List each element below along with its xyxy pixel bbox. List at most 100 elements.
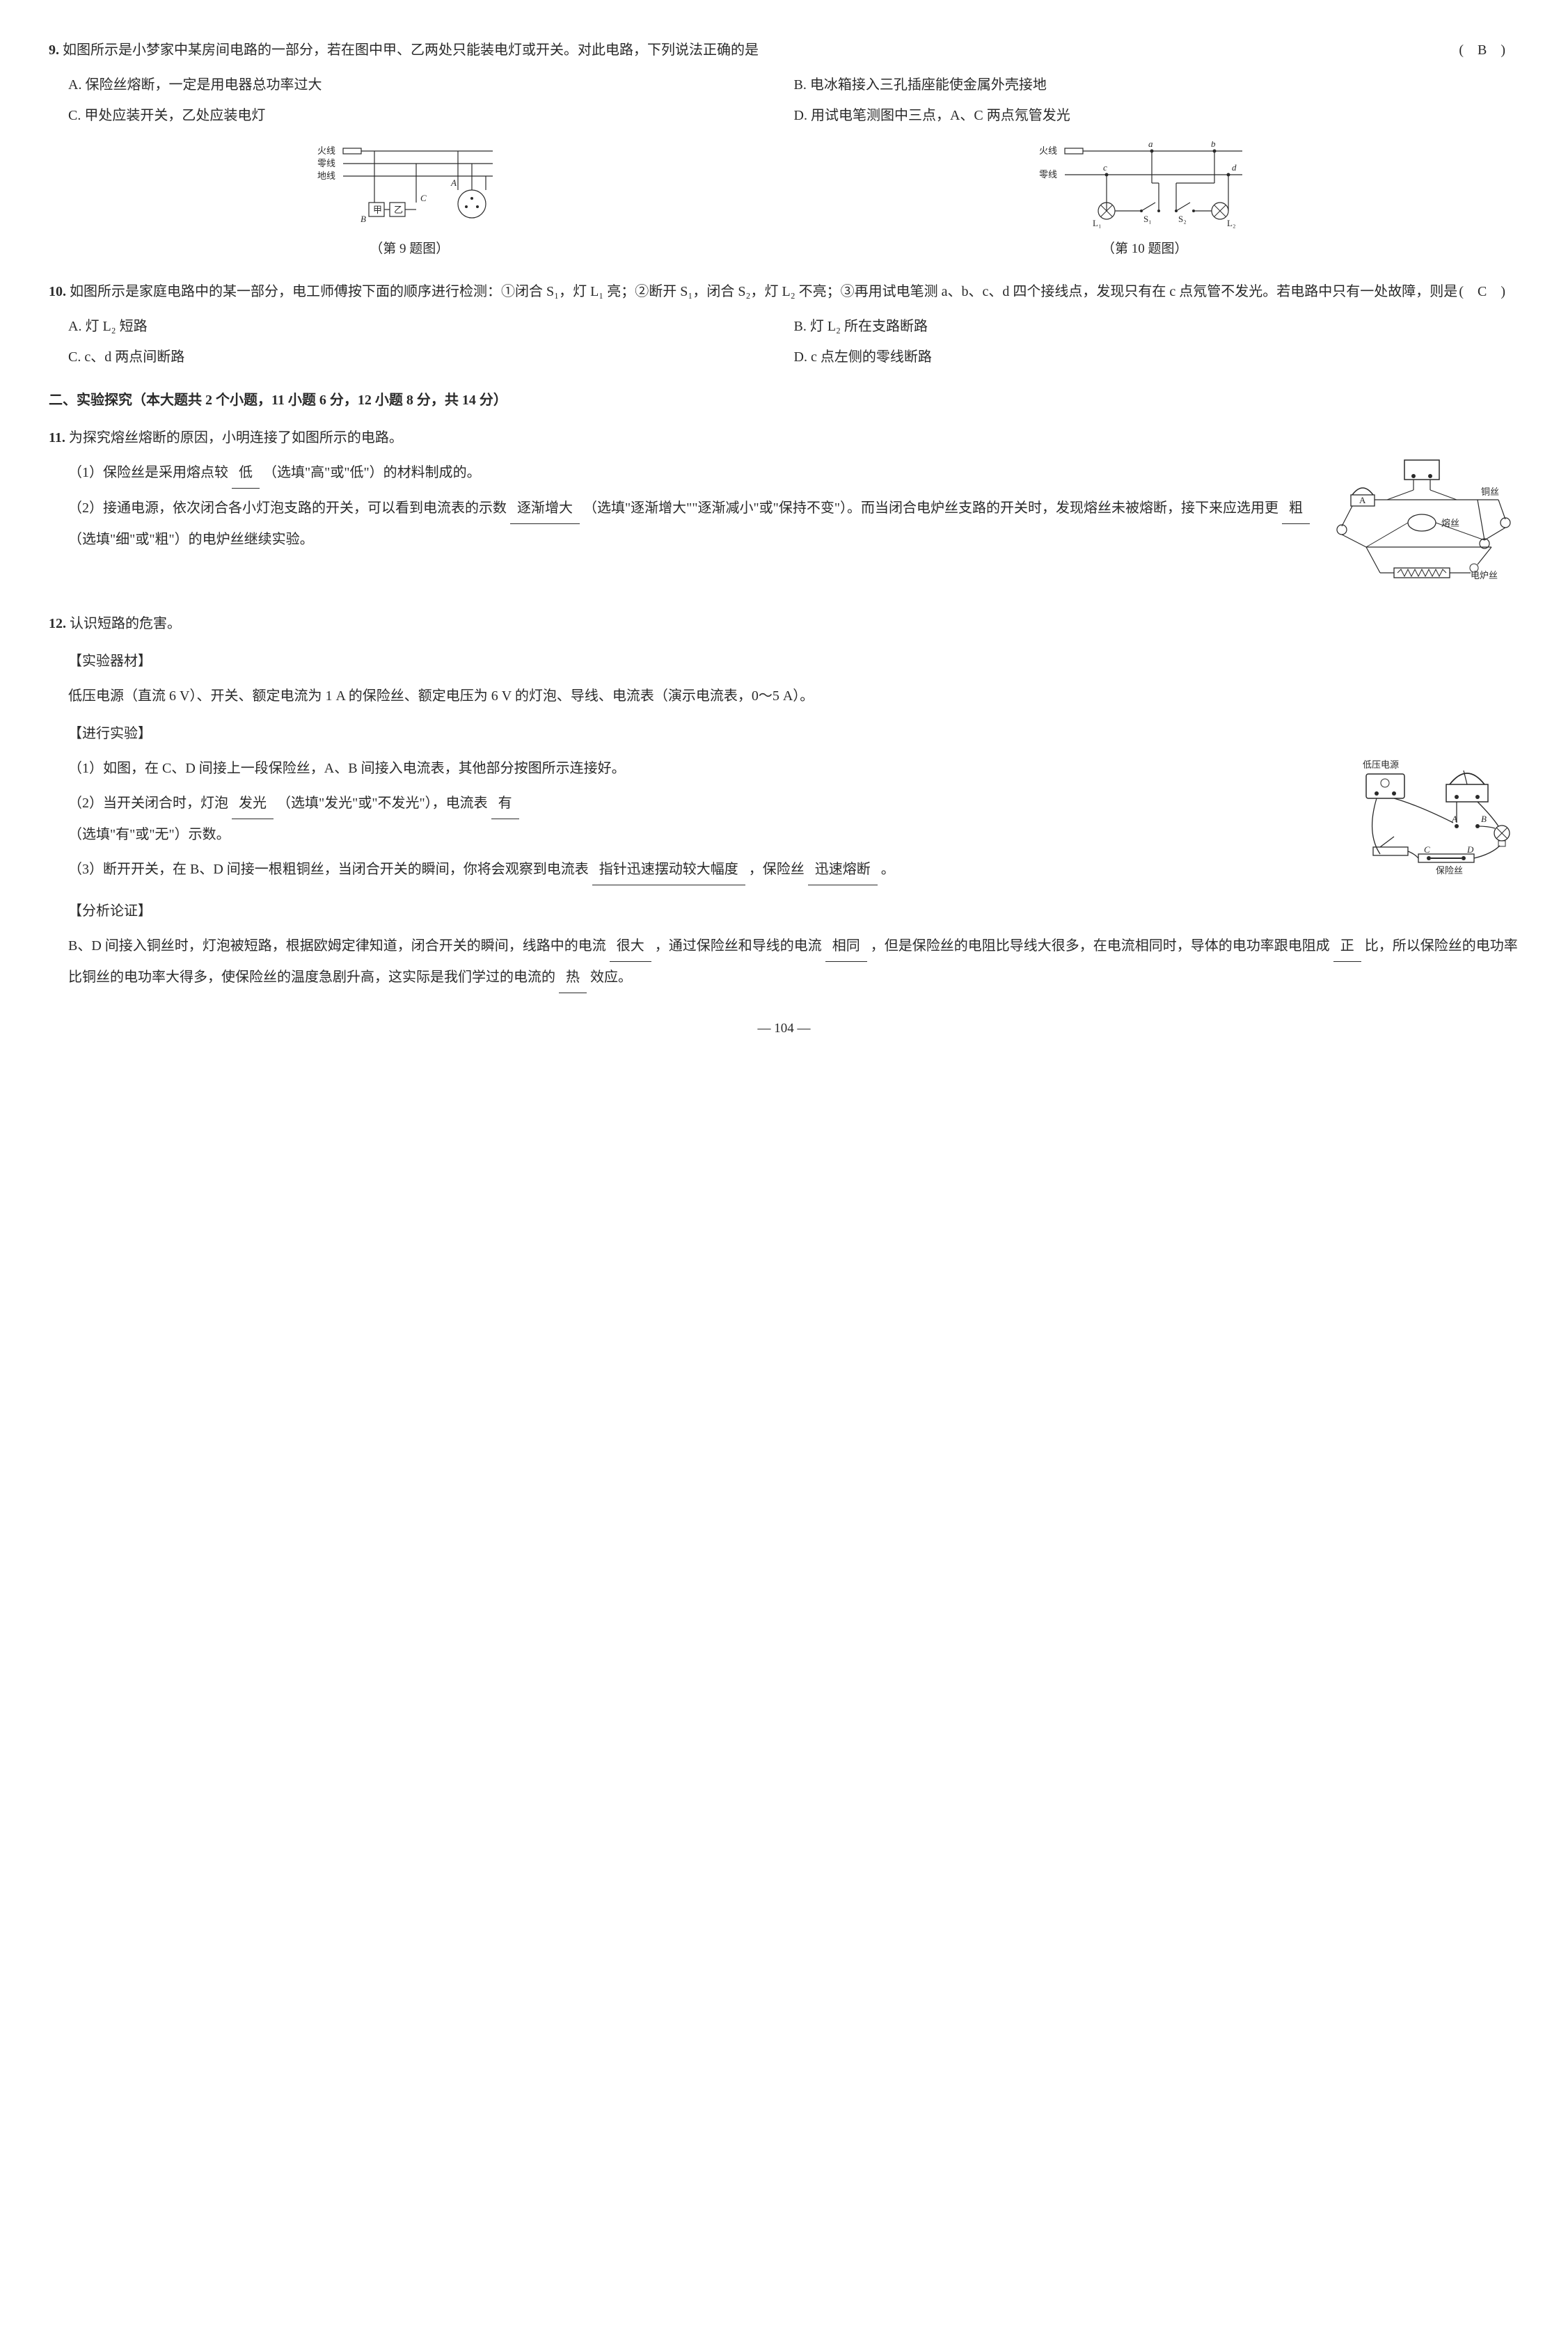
q10-opt-a: A. 灯 L₂ 短路 bbox=[68, 311, 794, 342]
q11-p2-pre: （2）接通电源，依次闭合各小灯泡支路的开关，可以看到电流表的示数 bbox=[68, 500, 507, 516]
figure-10: 火线 零线 a b c d L₁ S₁ bbox=[1034, 141, 1256, 264]
q10-answer-paren: ( C ) bbox=[1459, 276, 1505, 307]
svg-text:A: A bbox=[450, 177, 457, 188]
q12-a-blank1: 很大 bbox=[610, 931, 651, 962]
figure-12: 低压电源 A B C bbox=[1352, 757, 1519, 889]
figure-11: A 铜丝 熔丝 电炉丝 bbox=[1324, 457, 1519, 596]
q12-text: 认识短路的危害。 bbox=[70, 616, 181, 631]
q10-opt-c: C. c、d 两点间断路 bbox=[68, 342, 794, 372]
q9-answer: B bbox=[1478, 42, 1487, 58]
circuit-9-svg: 火线 零线 地线 甲 乙 B C bbox=[312, 141, 507, 232]
fig9-label-di: 地线 bbox=[317, 171, 335, 181]
figures-9-10-row: 火线 零线 地线 甲 乙 B C bbox=[49, 141, 1519, 264]
section-2-title: 二、实验探究（本大题共 2 个小题，11 小题 6 分，12 小题 8 分，共 … bbox=[49, 385, 1519, 416]
q12-a-blank2: 相同 bbox=[825, 931, 867, 962]
q9-opt-a: A. 保险丝熔断，一定是用电器总功率过大 bbox=[68, 70, 794, 100]
q11-text: 为探究熔丝熔断的原因，小明连接了如图所示的电路。 bbox=[69, 430, 403, 445]
q11-p1-blank: 低 bbox=[232, 457, 260, 489]
fig9-label-yi: 乙 bbox=[394, 205, 403, 215]
q12-part3: （3）断开开关，在 B、D 间接一根粗铜丝，当闭合开关的瞬间，你将会观察到电流表… bbox=[68, 854, 1519, 885]
q12-p2-blank1: 发光 bbox=[232, 788, 274, 819]
question-10: 10. 如图所示是家庭电路中的某一部分，电工师傅按下面的顺序进行检测：①闭合 S… bbox=[49, 276, 1519, 372]
q9-answer-paren: ( B ) bbox=[1459, 35, 1505, 65]
svg-text:C: C bbox=[420, 193, 427, 203]
q12-a-post: 效应。 bbox=[590, 970, 632, 985]
q11-p1-pre: （1）保险丝是采用熔点较 bbox=[68, 465, 228, 480]
q12-stem: 12. 认识短路的危害。 bbox=[49, 608, 1519, 639]
q12-a-pre: B、D 间接入铜丝时，灯泡被短路，根据欧姆定律知道，闭合开关的瞬间，线路中的电流 bbox=[68, 938, 606, 954]
svg-text:d: d bbox=[1232, 162, 1237, 173]
fig12-power: 低压电源 bbox=[1363, 759, 1399, 770]
q12-analysis: B、D 间接入铜丝时，灯泡被短路，根据欧姆定律知道，闭合开关的瞬间，线路中的电流… bbox=[68, 931, 1519, 993]
q11-p2-blank1: 逐渐增大 bbox=[510, 493, 580, 524]
question-12: 12. 认识短路的危害。 【实验器材】 低压电源（直流 6 V）、开关、额定电流… bbox=[49, 608, 1519, 993]
circuit-12-svg: 低压电源 A B C bbox=[1352, 757, 1519, 889]
fig10-label-ling: 零线 bbox=[1039, 169, 1057, 180]
q9-stem: 9. 如图所示是小梦家中某房间电路的一部分，若在图中甲、乙两处只能装电灯或开关。… bbox=[49, 35, 1519, 65]
q12-p3-blank1: 指针迅速摆动较大幅度 bbox=[592, 854, 745, 885]
q11-stem: 11. 为探究熔丝熔断的原因，小明连接了如图所示的电路。 bbox=[49, 422, 1519, 453]
q10-number: 10. bbox=[49, 284, 66, 299]
page-number: — 104 — bbox=[49, 1014, 1519, 1043]
q9-number: 9. bbox=[49, 42, 59, 58]
q11-p2-post: （选填"细"或"粗"）的电炉丝继续实验。 bbox=[68, 532, 314, 547]
q12-a-blank3: 正 bbox=[1333, 931, 1361, 962]
q10-text: 如图所示是家庭电路中的某一部分，电工师傅按下面的顺序进行检测：①闭合 S₁，灯 … bbox=[70, 284, 1457, 299]
q12-p3-blank2: 迅速熔断 bbox=[808, 854, 878, 885]
q12-p2-post: （选填"有"或"无"）示数。 bbox=[68, 827, 230, 842]
q12-number: 12. bbox=[49, 616, 66, 631]
q12-p2-blank2: 有 bbox=[491, 788, 519, 819]
fig9-caption: （第 9 题图） bbox=[312, 235, 507, 264]
fig9-label-jia: 甲 bbox=[373, 205, 382, 215]
svg-text:L₁: L₁ bbox=[1093, 218, 1101, 228]
question-11: 11. 为探究熔丝熔断的原因，小明连接了如图所示的电路。 A 铜丝 熔丝 bbox=[49, 422, 1519, 596]
svg-text:a: a bbox=[1148, 141, 1153, 149]
svg-text:b: b bbox=[1211, 141, 1216, 149]
svg-text:A: A bbox=[1451, 814, 1457, 824]
circuit-11-svg: A 铜丝 熔丝 电炉丝 bbox=[1324, 457, 1519, 596]
q12-analysis-label: 【分析论证】 bbox=[68, 896, 1519, 926]
q12-exp-label: 【进行实验】 bbox=[68, 718, 1519, 749]
q9-opt-b: B. 电冰箱接入三孔插座能使金属外壳接地 bbox=[794, 70, 1520, 100]
q12-p3-pre: （3）断开开关，在 B、D 间接一根粗铜丝，当闭合开关的瞬间，你将会观察到电流表 bbox=[68, 862, 589, 877]
svg-text:A: A bbox=[1359, 495, 1366, 505]
q9-text: 如图所示是小梦家中某房间电路的一部分，若在图中甲、乙两处只能装电灯或开关。对此电… bbox=[63, 42, 759, 58]
q12-p2-pre: （2）当开关闭合时，灯泡 bbox=[68, 796, 228, 811]
q12-a-mid1: ，通过保险丝和导线的电流 bbox=[655, 938, 822, 954]
question-9: 9. 如图所示是小梦家中某房间电路的一部分，若在图中甲、乙两处只能装电灯或开关。… bbox=[49, 35, 1519, 264]
circuit-10-svg: 火线 零线 a b c d L₁ S₁ bbox=[1034, 141, 1256, 232]
q12-p2-mid: （选填"发光"或"不发光"），电流表 bbox=[277, 796, 488, 811]
svg-text:S₂: S₂ bbox=[1178, 214, 1187, 224]
svg-text:c: c bbox=[1103, 162, 1107, 173]
svg-text:B: B bbox=[361, 214, 366, 224]
figure-9: 火线 零线 地线 甲 乙 B C bbox=[312, 141, 507, 264]
q11-part2: （2）接通电源，依次闭合各小灯泡支路的开关，可以看到电流表的示数 逐渐增大 （选… bbox=[68, 493, 1519, 555]
fig11-tong: 铜丝 bbox=[1481, 487, 1499, 497]
fig12-fuse: 保险丝 bbox=[1436, 865, 1463, 876]
q12-a-blank4: 热 bbox=[559, 962, 587, 993]
q12-part1: （1）如图，在 C、D 间接上一段保险丝，A、B 间接入电流表，其他部分按图所示… bbox=[68, 753, 1519, 784]
svg-text:S₁: S₁ bbox=[1143, 214, 1152, 224]
svg-text:L₂: L₂ bbox=[1227, 218, 1235, 228]
svg-text:D: D bbox=[1466, 844, 1474, 855]
q11-p2-mid: （选填"逐渐增大""逐渐减小"或"保持不变"）。而当闭合电炉丝支路的开关时，发现… bbox=[583, 500, 1278, 516]
fig10-label-huo: 火线 bbox=[1039, 145, 1057, 156]
svg-text:B: B bbox=[1481, 814, 1487, 824]
q12-material-text: 低压电源（直流 6 V）、开关、额定电流为 1 A 的保险丝、额定电压为 6 V… bbox=[68, 681, 1519, 711]
q12-a-mid2: ，但是保险丝的电阻比导线大很多，在电流相同时，导体的电功率跟电阻成 bbox=[871, 938, 1330, 954]
q11-p1-post: （选填"高"或"低"）的材料制成的。 bbox=[263, 465, 481, 480]
q11-p2-blank2: 粗 bbox=[1282, 493, 1310, 524]
q9-opt-d: D. 用试电笔测图中三点，A、C 两点氖管发光 bbox=[794, 100, 1520, 131]
q11-number: 11. bbox=[49, 430, 65, 445]
q9-options: A. 保险丝熔断，一定是用电器总功率过大 B. 电冰箱接入三孔插座能使金属外壳接… bbox=[68, 70, 1519, 131]
q10-opt-d: D. c 点左侧的零线断路 bbox=[794, 342, 1520, 372]
fig9-label-huo: 火线 bbox=[317, 145, 335, 156]
svg-text:C: C bbox=[1424, 844, 1430, 855]
q9-opt-c: C. 甲处应装开关，乙处应装电灯 bbox=[68, 100, 794, 131]
q12-p3-post: 。 bbox=[881, 862, 895, 877]
q12-material-label: 【实验器材】 bbox=[68, 646, 1519, 677]
q11-part1: （1）保险丝是采用熔点较 低 （选填"高"或"低"）的材料制成的。 bbox=[68, 457, 1519, 489]
fig11-rong: 熔丝 bbox=[1441, 518, 1459, 528]
q12-p3-mid: ，保险丝 bbox=[749, 862, 805, 877]
fig9-label-ling: 零线 bbox=[317, 158, 335, 168]
